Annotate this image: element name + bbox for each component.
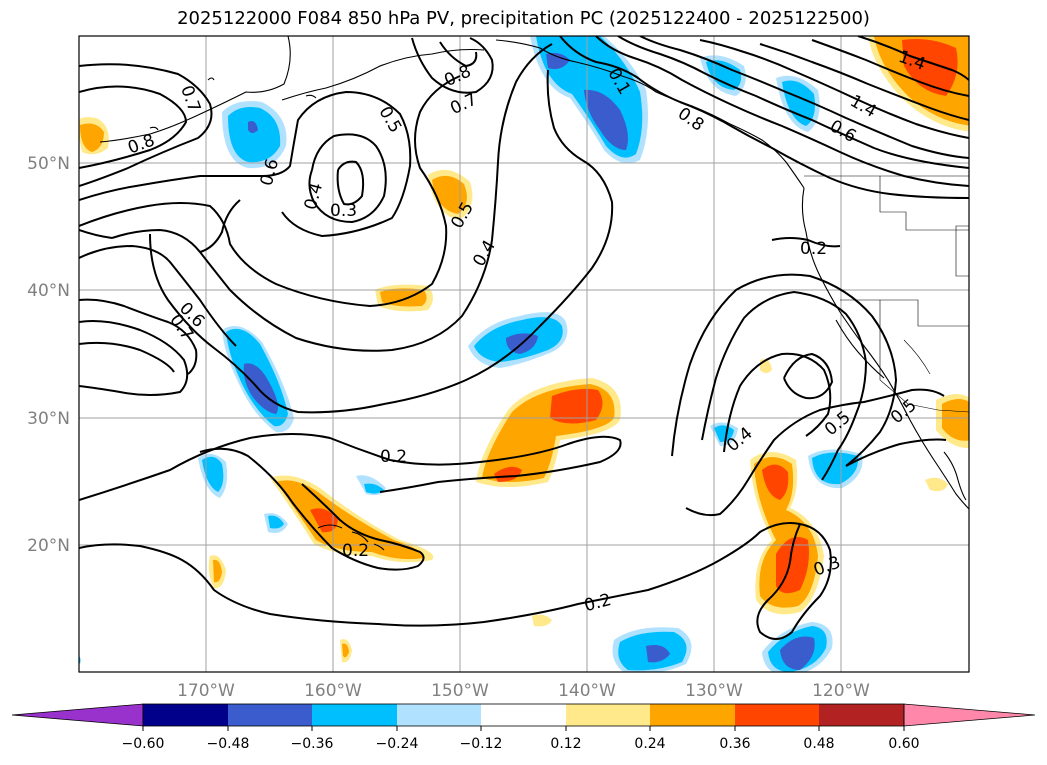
pv-label: 0.8 <box>125 130 157 158</box>
negative-precip-shading <box>79 36 863 672</box>
colorbar-frame <box>142 703 905 727</box>
map-plot-area: 0.7 0.8 0.8 0.7 0.5 0.6 0.4 0.3 0.5 0.4 … <box>79 36 969 672</box>
lon-label: 150°W <box>431 681 489 701</box>
colorbar-ticks <box>142 726 905 731</box>
colorbar-tick-label: −0.36 <box>291 736 334 752</box>
pv-label: 0.4 <box>301 181 327 212</box>
colorbar-tick-label: 0.48 <box>803 736 834 752</box>
colorbar-extend-high <box>903 703 1036 727</box>
colorbar-segment <box>312 704 397 726</box>
lon-label: 120°W <box>812 681 870 701</box>
colorbar-tick-label: −0.24 <box>376 736 419 752</box>
colorbar-tick-label: 0.24 <box>634 736 665 752</box>
colorbar-segment <box>650 704 735 726</box>
lat-label: 50°N <box>27 154 70 174</box>
colorbar-tick-label: 0.12 <box>550 736 581 752</box>
pv-label: 0.2 <box>342 541 369 561</box>
lat-label: 40°N <box>27 281 70 301</box>
lon-label: 140°W <box>558 681 616 701</box>
positive-precip-shading <box>79 36 969 663</box>
colorbar-extend-low <box>11 703 144 727</box>
lat-label: 30°N <box>27 409 70 429</box>
colorbar-tick-label: 0.60 <box>888 736 919 752</box>
colorbar-tick-label: 0.36 <box>719 736 750 752</box>
colorbar-segment <box>566 704 650 726</box>
latitude-labels: 50°N 40°N 30°N 20°N <box>27 154 70 556</box>
pv-contours <box>79 36 969 640</box>
pv-label: 0.7 <box>447 89 480 119</box>
lon-label: 170°W <box>177 681 235 701</box>
pv-label: 0.3 <box>330 201 357 221</box>
pv-label: 0.2 <box>800 239 827 259</box>
lat-label: 20°N <box>27 536 70 556</box>
lon-label: 160°W <box>304 681 362 701</box>
graticule <box>79 36 969 672</box>
colorbar-segment <box>143 704 228 726</box>
colorbar-tick-label: −0.48 <box>207 736 250 752</box>
colorbar: −0.60 −0.48 −0.36 −0.24 −0.12 0.12 0.24 … <box>11 703 1036 752</box>
colorbar-segment <box>397 704 481 726</box>
colorbar-segment <box>481 704 566 726</box>
pv-label: 0.5 <box>821 407 855 440</box>
colorbar-segment <box>228 704 312 726</box>
longitude-labels: 170°W 160°W 150°W 140°W 130°W 120°W <box>177 681 870 701</box>
plot-frame <box>78 35 970 673</box>
pv-label: 0.8 <box>674 104 708 136</box>
pv-label: 0.2 <box>380 447 407 467</box>
pv-label: 0.4 <box>469 237 500 270</box>
pv-label: 0.5 <box>374 103 405 136</box>
colorbar-tick-label: −0.12 <box>460 736 503 752</box>
lon-label: 130°W <box>685 681 743 701</box>
colorbar-tick-label: −0.60 <box>122 736 165 752</box>
colorbar-segment <box>819 704 904 726</box>
map-title: 2025122000 F084 850 hPa PV, precipitatio… <box>177 8 870 29</box>
colorbar-segment <box>735 704 819 726</box>
